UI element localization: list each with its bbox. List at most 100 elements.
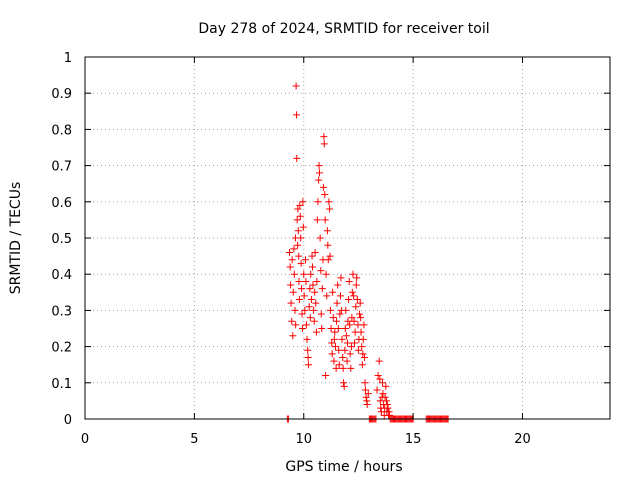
data-point: [386, 411, 393, 419]
data-point: [302, 256, 309, 264]
data-point: [298, 285, 306, 293]
data-point: [293, 216, 301, 224]
data-point: [357, 314, 365, 322]
data-point: [384, 404, 392, 412]
data-point: [326, 306, 334, 314]
data-point: [342, 332, 350, 340]
data-point: [294, 205, 302, 213]
data-point: [362, 393, 370, 401]
y-tick-label: 0.1: [51, 377, 72, 392]
data-point: [343, 357, 351, 365]
data-point: [288, 256, 296, 264]
data-point: [344, 339, 351, 347]
data-point: [337, 274, 345, 282]
x-axis-label: GPS time / hours: [285, 459, 402, 475]
data-point: [329, 314, 337, 322]
data-point: [303, 335, 311, 343]
data-point: [286, 248, 294, 256]
data-point: [329, 288, 337, 296]
data-point: [296, 212, 304, 220]
data-point: [375, 357, 383, 365]
data-point: [344, 317, 352, 325]
data-point: [358, 361, 366, 369]
y-tick-label: 0.6: [51, 196, 72, 211]
data-point: [341, 346, 349, 354]
data-point: [359, 350, 367, 358]
data-point: [339, 364, 347, 372]
data-point: [361, 386, 369, 394]
data-point: [317, 310, 325, 318]
data-point: [351, 339, 358, 347]
data-point: [352, 303, 360, 311]
data-point: [357, 328, 365, 336]
data-point: [324, 256, 332, 264]
data-point: [346, 321, 354, 329]
data-point: [347, 343, 355, 351]
data-point: [353, 274, 361, 282]
y-tick-label: 0.5: [51, 232, 72, 247]
data-point: [326, 252, 334, 260]
data-point: [331, 328, 339, 336]
data-point: [335, 361, 343, 369]
data-point: [308, 252, 316, 260]
data-point: [353, 296, 361, 304]
data-point: [304, 353, 312, 361]
data-point: [361, 379, 369, 387]
data-point: [354, 321, 362, 329]
data-point: [339, 353, 347, 361]
data-point: [298, 325, 306, 332]
data-point: [316, 234, 324, 242]
data-point: [363, 401, 371, 409]
data-point: [324, 241, 332, 249]
data-point: [327, 325, 335, 332]
data-point: [347, 364, 355, 372]
data-point: [287, 281, 295, 289]
data-point: [350, 317, 358, 325]
data-point: [292, 321, 300, 329]
data-point: [359, 335, 367, 343]
data-point: [322, 372, 330, 380]
data-point: [292, 82, 300, 90]
data-point: [318, 285, 326, 293]
x-tick-label: 5: [190, 432, 198, 447]
data-point: [382, 382, 390, 390]
data-point: [323, 227, 331, 235]
data-point: [374, 372, 382, 380]
x-tick-label: 10: [295, 432, 312, 447]
data-point: [293, 111, 301, 119]
data-point: [323, 292, 331, 300]
data-point: [338, 335, 346, 343]
data-point: [300, 270, 308, 278]
data-point: [311, 288, 319, 296]
data-point: [345, 277, 353, 285]
data-point: [348, 314, 356, 322]
plot-frame: [84, 56, 611, 420]
data-point: [379, 379, 386, 387]
data-point: [316, 169, 323, 177]
data-point: [349, 270, 357, 278]
data-point: [341, 325, 349, 332]
data-point: [295, 296, 303, 304]
data-point: [295, 277, 303, 285]
data-point: [300, 292, 308, 300]
y-tick-label: 1: [64, 51, 72, 66]
data-point: [322, 270, 330, 278]
data-point: [360, 321, 368, 329]
data-point: [356, 299, 364, 307]
data-point: [321, 216, 329, 224]
data-point: [290, 245, 298, 253]
data-point: [297, 234, 305, 242]
data-point: [304, 346, 312, 354]
data-point: [356, 310, 364, 318]
data-point: [318, 325, 326, 332]
data-point: [299, 198, 307, 206]
data-point: [289, 332, 297, 340]
data-point: [291, 306, 299, 314]
y-tick-label: 0.9: [51, 87, 72, 102]
data-point: [334, 325, 342, 332]
data-point: [333, 299, 341, 307]
y-axis-label: SRMTID / TECUs: [8, 182, 24, 295]
axis-ticks: 00.10.20.30.40.50.60.70.80.910 5 10 15 20: [51, 51, 610, 447]
data-point: [306, 314, 314, 322]
